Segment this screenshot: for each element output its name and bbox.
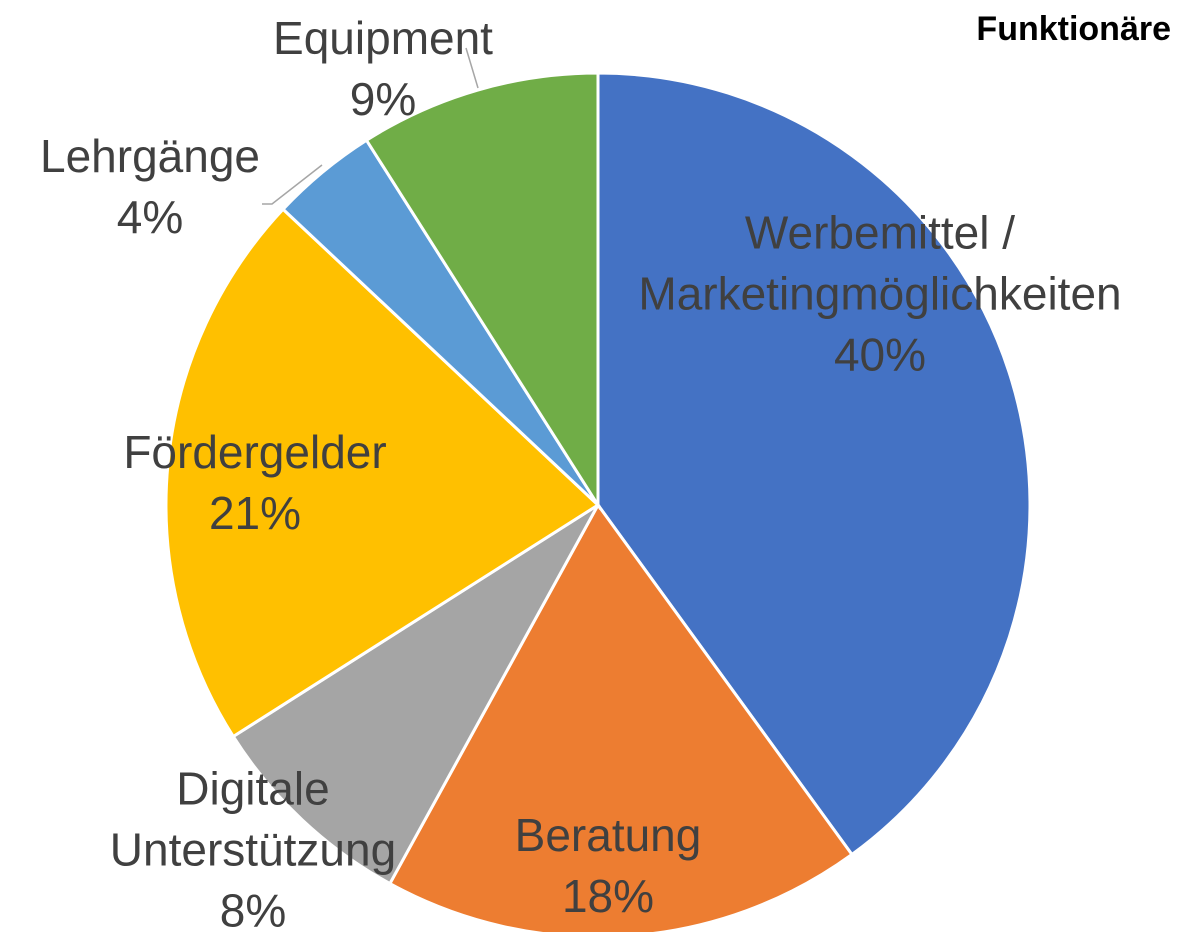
category-label: Werbemittel / Marketingmöglichkeiten (638, 206, 1122, 320)
pie-slice (231, 503, 600, 886)
data-label: Werbemittel / Marketingmöglichkeiten 40% (638, 203, 1121, 386)
pie-slice (164, 207, 601, 739)
category-label: Lehrgänge (40, 130, 260, 182)
value-label: 8% (219, 884, 287, 932)
data-label: Equipment 9% (273, 8, 493, 130)
chart-title: Funktionäre (976, 10, 1171, 48)
value-label: 21% (208, 487, 302, 539)
category-label: Digitale Unterstützung (109, 762, 397, 876)
leader-line (262, 164, 323, 205)
data-label: Lehrgänge 4% (40, 126, 260, 248)
value-label: 18% (561, 870, 655, 922)
category-label: Fördergelder (123, 426, 387, 478)
pie-slice (596, 71, 1032, 857)
value-label: 4% (116, 191, 184, 243)
data-label: Fördergelder 21% (123, 422, 386, 544)
data-label: Beratung 18% (515, 805, 702, 927)
pie-slice (387, 502, 855, 932)
category-label: Equipment (273, 12, 493, 64)
pie-slice (364, 71, 600, 511)
data-label: Digitale Unterstützung 8% (110, 759, 396, 932)
category-label: Beratung (514, 809, 702, 861)
leader-line (465, 47, 479, 89)
value-label: 9% (349, 73, 417, 125)
value-label: 40% (833, 328, 927, 381)
